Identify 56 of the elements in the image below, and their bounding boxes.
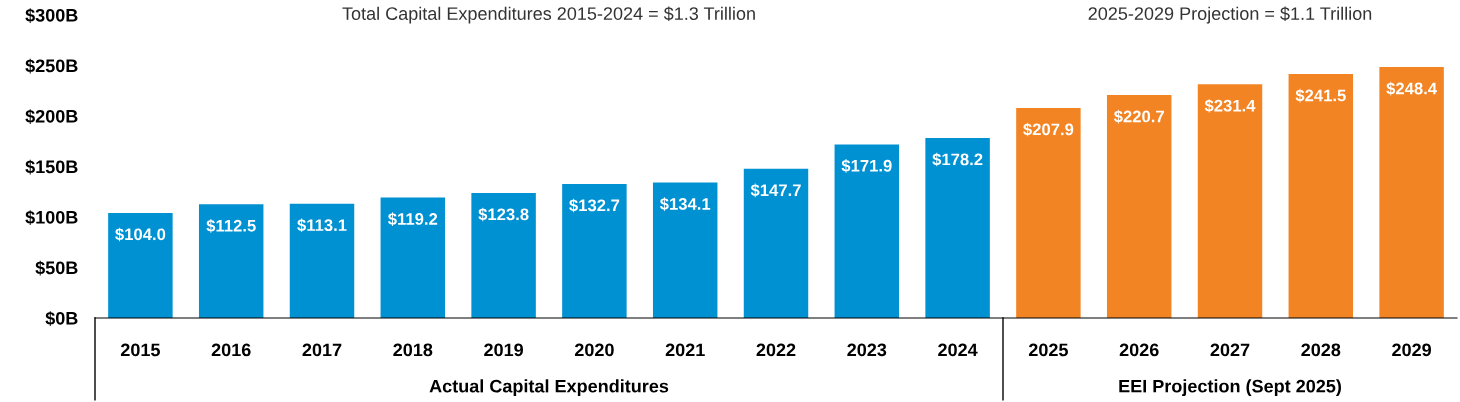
y-tick-label: $250B xyxy=(25,58,78,74)
bar xyxy=(1379,67,1444,318)
bar xyxy=(562,183,627,318)
bar xyxy=(834,144,900,318)
annotation: 2025-2029 Projection = $1.1 Trillion xyxy=(1088,6,1372,24)
x-tick-label: 2022 xyxy=(756,343,796,357)
x-tick-label: 2016 xyxy=(211,343,251,357)
data-label: $113.1 xyxy=(297,218,347,233)
data-label: $134.1 xyxy=(659,197,711,211)
data-label: $178.2 xyxy=(932,152,983,167)
data-label: $119.2 xyxy=(387,212,438,226)
x-tick-label: 2024 xyxy=(938,343,978,357)
bar xyxy=(1288,74,1354,318)
data-label: $147.7 xyxy=(750,183,801,198)
y-tick-label: $100B xyxy=(25,210,78,225)
data-label: $207.9 xyxy=(1023,122,1074,137)
data-label: $231.4 xyxy=(1204,99,1256,113)
y-tick-label: $0B xyxy=(45,311,78,326)
data-label: $248.4 xyxy=(1386,81,1437,96)
bar xyxy=(471,192,536,318)
text: Actual Capital Expenditures xyxy=(429,379,669,397)
x-tick-label: 2023 xyxy=(847,343,887,357)
x-tick-label: 2017 xyxy=(302,343,342,357)
bar xyxy=(1106,95,1172,318)
x-tick-label: 2020 xyxy=(574,343,614,357)
x-tick-label: 2026 xyxy=(1119,343,1159,357)
bar xyxy=(108,212,173,318)
text: EEI Projection (Sept 2025) xyxy=(1119,379,1341,397)
y-tick-label: $300B xyxy=(25,8,78,23)
x-tick-label: 2015 xyxy=(120,343,160,357)
bar xyxy=(925,138,990,318)
bar xyxy=(652,182,718,318)
data-label: $171.9 xyxy=(841,159,892,173)
data-label: $104.0 xyxy=(115,227,166,242)
bar xyxy=(1016,108,1081,318)
bar xyxy=(743,168,809,318)
data-label: $220.7 xyxy=(1113,109,1164,124)
y-tick-label: $50B xyxy=(35,260,78,276)
x-tick-label: 2025 xyxy=(1028,343,1068,357)
y-tick-label: $150B xyxy=(25,159,78,175)
data-label: $241.5 xyxy=(1295,88,1346,103)
x-tick-label: 2029 xyxy=(1392,343,1432,357)
data-label: $112.5 xyxy=(206,219,256,233)
y-tick-label: $200B xyxy=(25,109,78,124)
bar xyxy=(289,203,355,318)
data-label: $132.7 xyxy=(569,198,620,213)
annotation: Total Capital Expenditures 2015-2024 = $1.3 Trillion xyxy=(342,6,755,24)
x-tick-label: 2019 xyxy=(484,343,524,357)
bar xyxy=(380,197,446,318)
bar xyxy=(1197,84,1263,318)
data-label: $123.8 xyxy=(478,207,529,222)
bar xyxy=(198,204,264,318)
x-tick-label: 2021 xyxy=(665,343,705,357)
x-tick-label: 2018 xyxy=(393,343,433,357)
x-tick-label: 2028 xyxy=(1301,343,1341,357)
x-tick-label: 2027 xyxy=(1210,343,1250,357)
